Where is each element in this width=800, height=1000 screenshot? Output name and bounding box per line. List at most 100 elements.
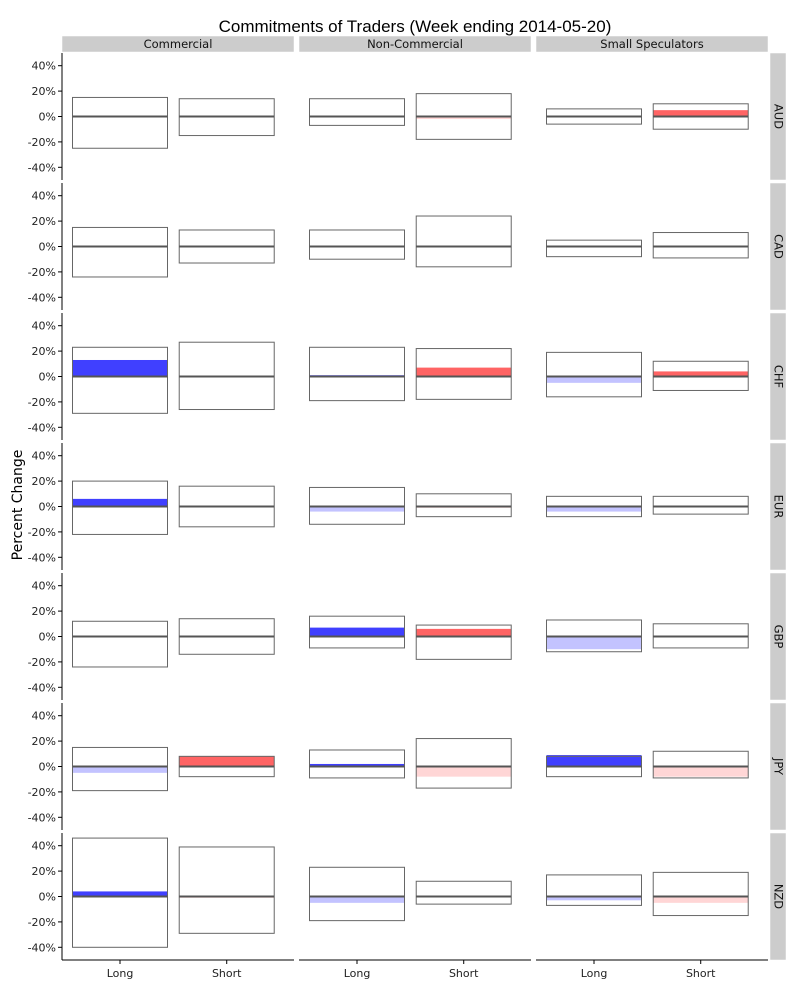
change-bar: [309, 627, 405, 637]
row-strip: [769, 182, 787, 311]
change-bar: [309, 763, 405, 767]
row-strip-label: GBP: [772, 625, 786, 649]
row-strip: [769, 52, 787, 181]
row-strip-label: CHF: [772, 365, 786, 388]
change-bar: [546, 896, 642, 901]
range-box: [72, 346, 168, 414]
range-box: [415, 348, 512, 400]
y-tick-label: 20%: [32, 475, 56, 488]
change-bar: [72, 498, 168, 507]
row-strip-label: NZD: [772, 884, 786, 909]
y-tick-label: -20%: [28, 916, 56, 929]
change-bar: [653, 371, 749, 377]
y-tick-label: 0%: [39, 501, 56, 514]
row-strip: [769, 832, 787, 961]
column-strip-label: Small Speculators: [600, 37, 703, 51]
column-strip-label: Commercial: [144, 37, 213, 51]
y-tick-label: 0%: [39, 241, 56, 254]
y-tick-label: -20%: [28, 656, 56, 669]
y-tick-label: -20%: [28, 786, 56, 799]
change-bar: [72, 766, 168, 773]
y-axis-title: Percent Change: [10, 450, 26, 561]
change-bar: [653, 896, 749, 903]
x-tick-label: Long: [344, 967, 371, 980]
range-box: [415, 624, 512, 660]
change-bar: [546, 755, 642, 767]
change-bar: [416, 116, 512, 120]
change-bar: [653, 110, 749, 117]
range-box: [72, 620, 168, 668]
x-tick-label: Short: [686, 967, 716, 980]
row-strip: [769, 442, 787, 571]
y-tick-label: 20%: [32, 735, 56, 748]
change-bar: [179, 756, 275, 767]
y-tick-label: 40%: [32, 190, 56, 203]
column-strip: [61, 35, 295, 53]
range-box: [415, 880, 512, 905]
row-strip: [769, 702, 787, 831]
y-tick-label: 20%: [32, 605, 56, 618]
row-strip-label: AUD: [772, 104, 786, 129]
range-box: [652, 232, 749, 259]
y-tick-label: 20%: [32, 215, 56, 228]
y-tick-label: -40%: [28, 941, 56, 954]
row-strip: [769, 572, 787, 701]
range-box: [72, 746, 168, 792]
column-strip-label: Non-Commercial: [367, 37, 463, 51]
y-tick-label: -40%: [28, 551, 56, 564]
chart-title: Commitments of Traders (Week ending 2014…: [219, 17, 612, 36]
range-box: [309, 98, 405, 126]
range-box: [415, 215, 512, 268]
y-tick-label: 20%: [32, 85, 56, 98]
column-strip: [298, 35, 532, 53]
y-tick-label: 0%: [39, 631, 56, 644]
x-tick-label: Long: [107, 967, 134, 980]
y-tick-label: 40%: [32, 840, 56, 853]
y-tick-label: 40%: [32, 60, 56, 73]
y-tick-label: 40%: [32, 320, 56, 333]
change-bar: [72, 359, 168, 377]
row-strip-label: CAD: [772, 234, 786, 259]
change-bar: [309, 896, 405, 903]
y-tick-label: 40%: [32, 580, 56, 593]
y-tick-label: -20%: [28, 396, 56, 409]
range-box: [652, 871, 749, 917]
y-tick-label: -40%: [28, 681, 56, 694]
row-strip-label: JPY: [772, 757, 786, 776]
range-box: [72, 226, 168, 278]
y-tick-label: 0%: [39, 761, 56, 774]
row-strip: [769, 312, 787, 441]
y-tick-label: -20%: [28, 266, 56, 279]
change-bar: [416, 766, 512, 777]
change-bar: [546, 506, 642, 512]
range-box: [309, 346, 405, 402]
y-tick-label: 40%: [32, 710, 56, 723]
range-box: [546, 239, 642, 258]
x-tick-label: Long: [581, 967, 608, 980]
range-box: [72, 480, 168, 535]
range-box: [309, 229, 405, 260]
y-tick-label: -40%: [28, 291, 56, 304]
change-bar: [546, 376, 642, 383]
y-tick-label: 0%: [39, 891, 56, 904]
y-tick-label: 40%: [32, 450, 56, 463]
y-tick-label: 0%: [39, 371, 56, 384]
change-bar: [653, 766, 749, 777]
change-bar: [72, 891, 168, 897]
column-strip: [535, 35, 769, 53]
range-box: [415, 493, 512, 518]
range-box: [652, 750, 749, 779]
range-box: [72, 837, 168, 948]
range-box: [309, 749, 405, 779]
range-box: [309, 615, 405, 649]
facet-grid: Commercial Non-Commercial Small Speculator…: [28, 35, 787, 980]
y-tick-label: 20%: [32, 865, 56, 878]
y-tick-label: 20%: [32, 345, 56, 358]
y-tick-label: -40%: [28, 421, 56, 434]
change-bar: [416, 367, 512, 377]
range-box: [309, 866, 405, 922]
range-box: [415, 738, 512, 789]
range-box: [178, 846, 275, 934]
x-tick-label: Short: [212, 967, 242, 980]
